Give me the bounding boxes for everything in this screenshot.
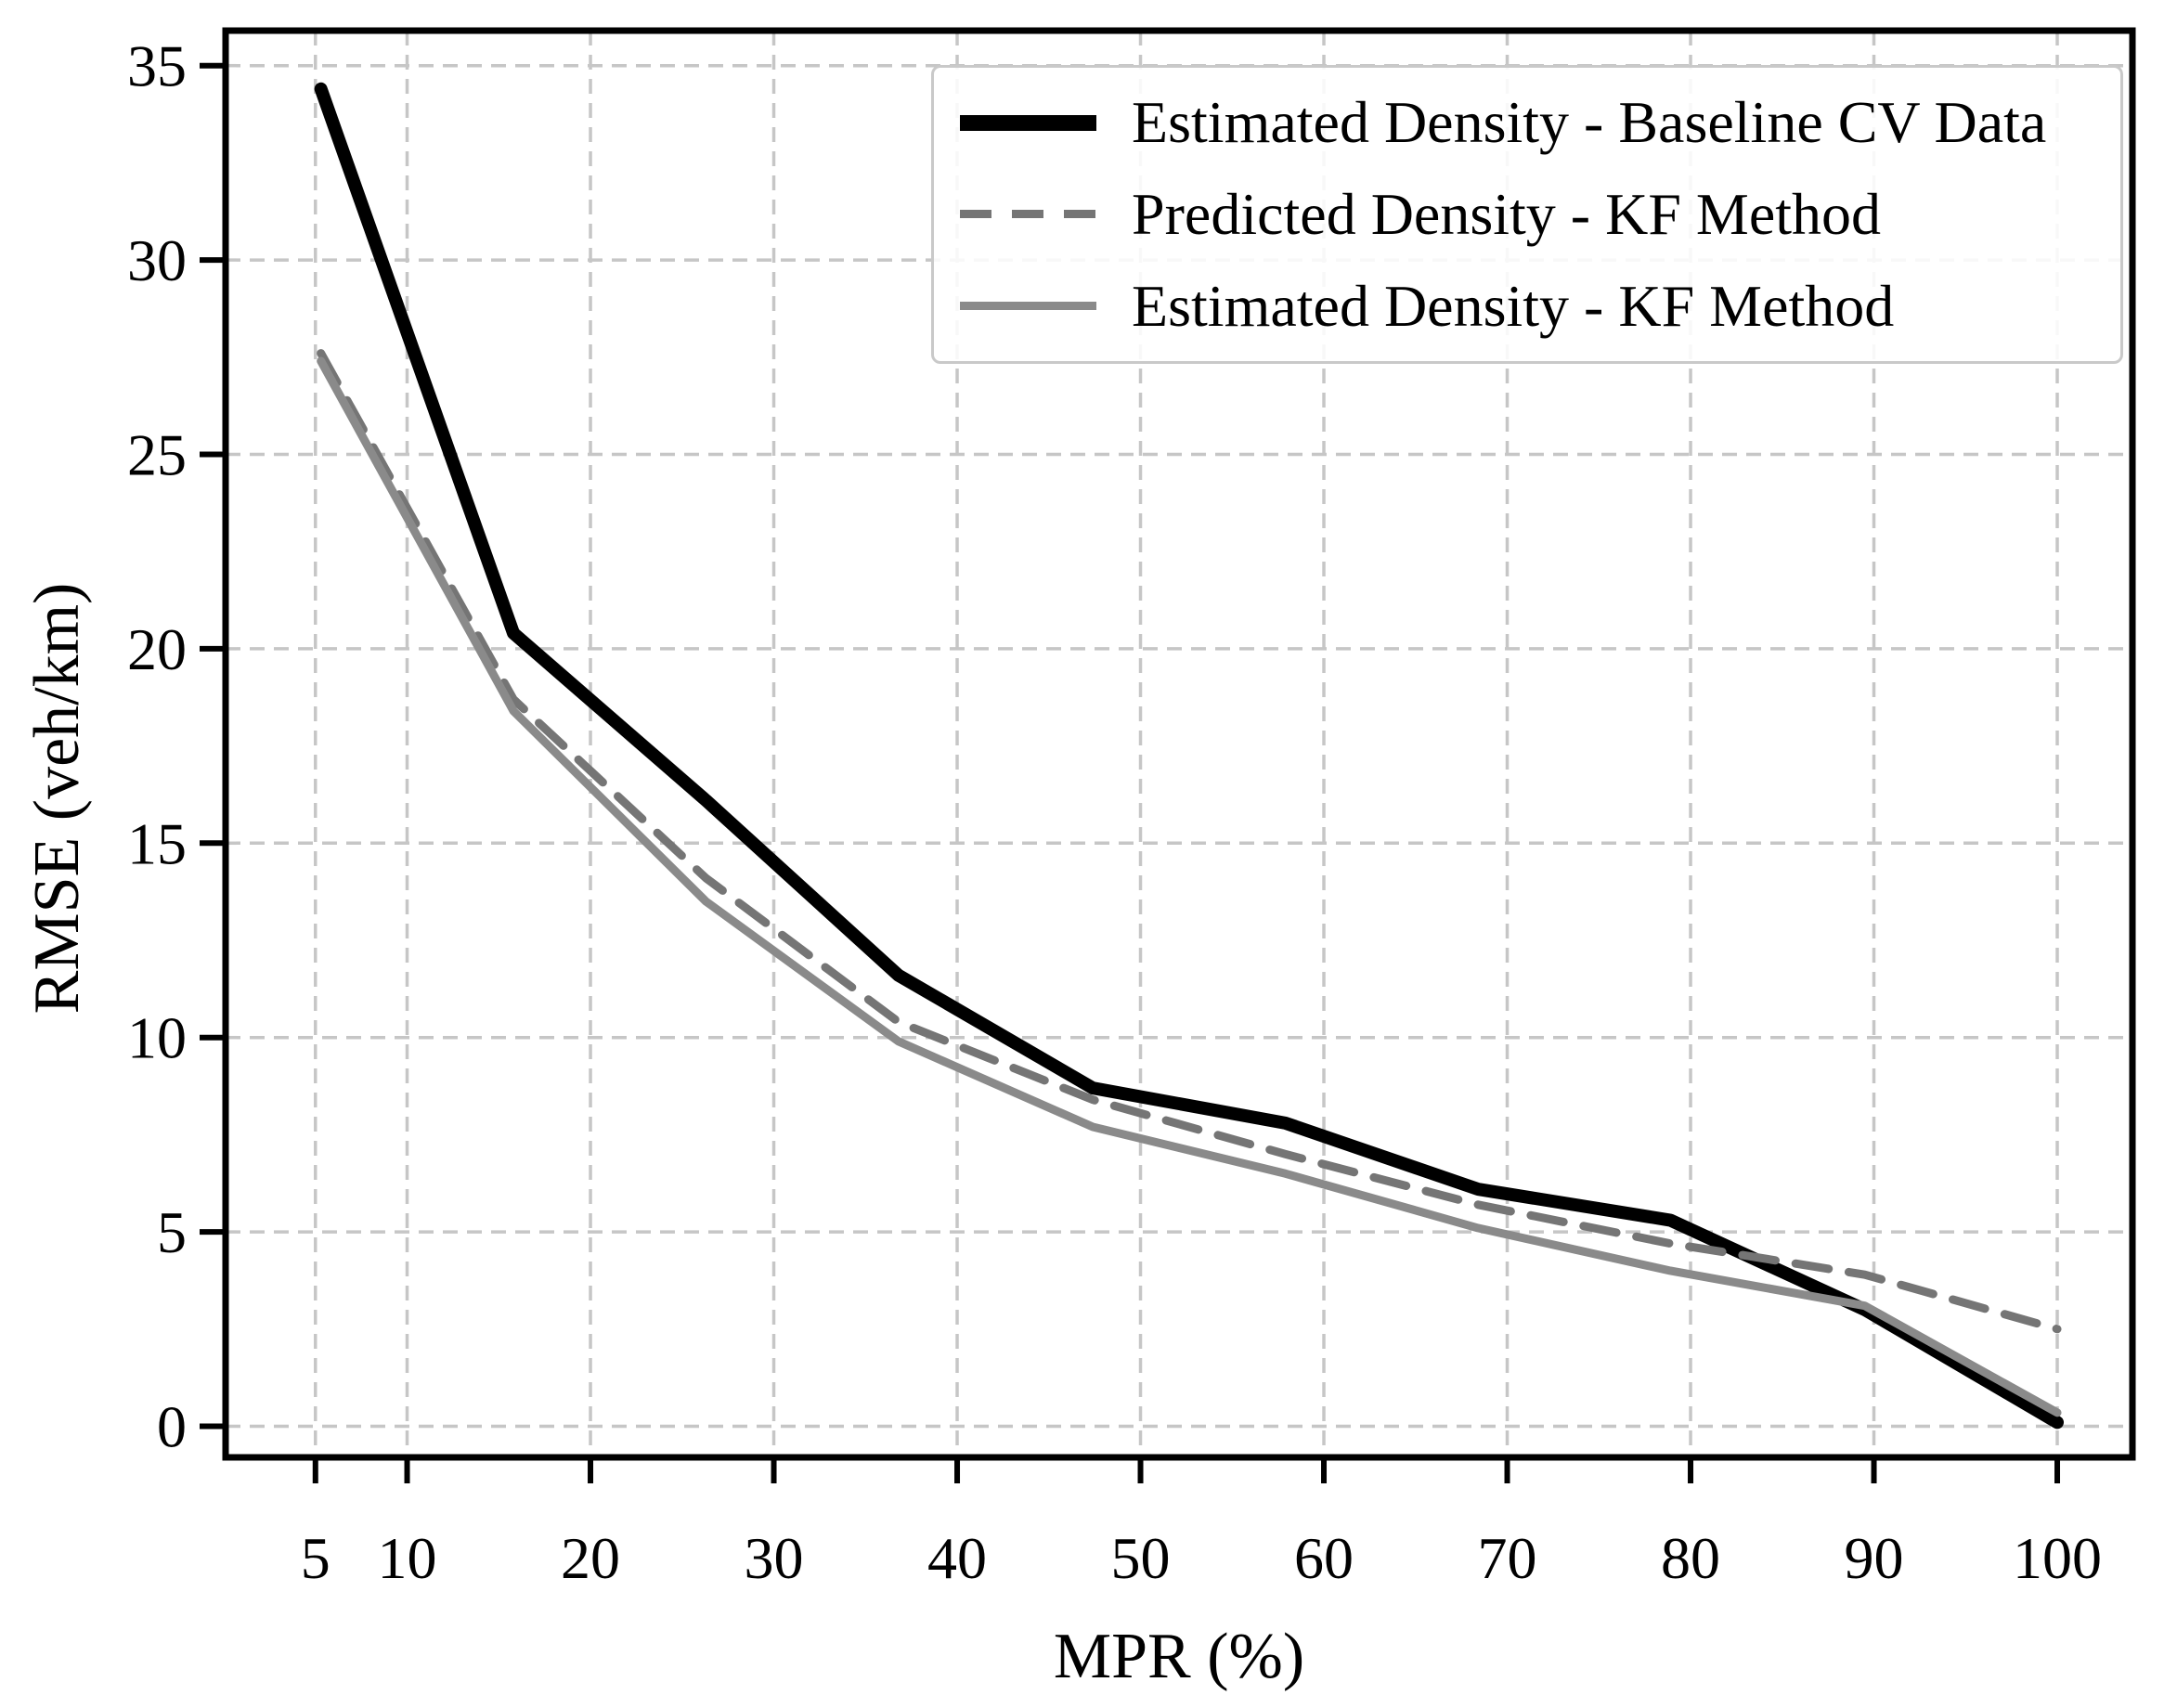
x-tick-label: 90 <box>1845 1525 1904 1591</box>
y-tick-label: 10 <box>127 1005 187 1071</box>
plot-border <box>222 27 2136 1461</box>
y-axis-label: RMSE (veh/km) <box>21 582 93 1015</box>
x-tick-label: 10 <box>378 1525 437 1591</box>
y-tick-label: 15 <box>127 810 187 876</box>
series-line <box>314 82 2065 1430</box>
y-tick-label: 25 <box>127 421 187 487</box>
x-tick-label: 20 <box>561 1525 620 1591</box>
legend-line-sample-gray-dashed <box>960 210 1096 219</box>
series-line <box>317 356 2062 1417</box>
y-tick-label: 0 <box>157 1393 187 1459</box>
legend-label: Estimated Density - KF Method <box>1132 272 1895 339</box>
series-line <box>317 349 2062 1334</box>
y-tick-label: 5 <box>157 1199 187 1265</box>
y-tick-label: 20 <box>127 616 187 682</box>
legend-line-sample-black-solid <box>960 114 1096 131</box>
x-tick-label: 40 <box>927 1525 987 1591</box>
x-tick-label: 70 <box>1478 1525 1537 1591</box>
x-tick-label: 100 <box>2013 1525 2102 1591</box>
legend-line-sample-gray-solid <box>960 302 1096 311</box>
y-tick-label: 35 <box>127 33 187 99</box>
legend-entry-estimated-kf: Estimated Density - KF Method <box>960 272 2102 339</box>
x-tick-label: 5 <box>301 1525 330 1591</box>
x-tick-label: 80 <box>1661 1525 1720 1591</box>
legend-entry-baseline-cv: Estimated Density - Baseline CV Data <box>960 93 2102 152</box>
legend-entry-predicted-kf: Predicted Density - KF Method <box>960 180 2102 247</box>
legend: Estimated Density - Baseline CV Data Pre… <box>931 65 2123 364</box>
x-axis-label: MPR (%) <box>1053 1621 1305 1692</box>
x-tick-label: 50 <box>1111 1525 1171 1591</box>
y-tick-label: 30 <box>127 227 187 293</box>
legend-label: Predicted Density - KF Method <box>1132 180 1881 247</box>
x-tick-label: 60 <box>1294 1525 1354 1591</box>
x-tick-label: 30 <box>745 1525 804 1591</box>
legend-label: Estimated Density - Baseline CV Data <box>1132 89 2047 156</box>
